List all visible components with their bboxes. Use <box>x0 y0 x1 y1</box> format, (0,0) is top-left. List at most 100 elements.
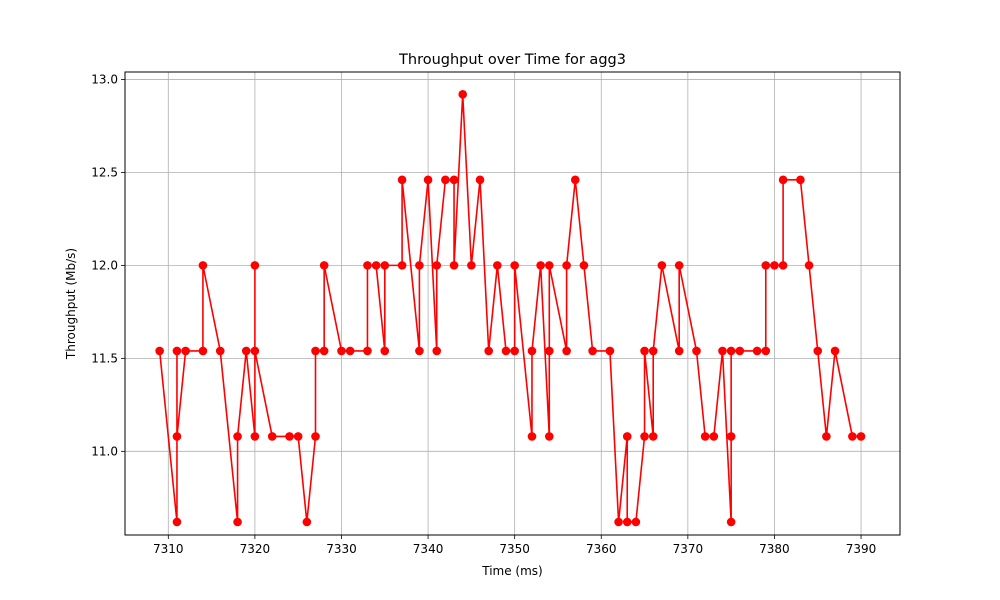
data-point <box>475 175 485 185</box>
data-point <box>718 346 727 356</box>
x-tick-label: 7360 <box>586 542 617 556</box>
data-point <box>501 346 511 356</box>
data-point <box>449 261 459 270</box>
data-point <box>674 346 684 356</box>
data-point <box>813 346 823 356</box>
data-point <box>822 432 831 441</box>
data-point <box>614 517 623 527</box>
data-point <box>441 175 450 185</box>
x-tick-label: 7320 <box>240 542 271 556</box>
data-point <box>371 261 381 270</box>
data-point <box>267 432 277 441</box>
data-point <box>778 175 788 185</box>
data-point <box>172 346 182 356</box>
data-point <box>363 261 372 270</box>
data-point <box>726 517 736 527</box>
data-point <box>622 432 632 441</box>
data-point <box>423 175 433 185</box>
data-point <box>241 346 251 356</box>
data-point <box>778 261 788 270</box>
data-point <box>198 346 208 356</box>
x-tick-label: 7370 <box>673 542 704 556</box>
data-point <box>545 432 554 441</box>
axis-ticks: 7310 7320 7330 7340 7350 7360 7370 7380 7390 11.0… <box>91 72 876 556</box>
x-tick-label: 7310 <box>153 542 184 556</box>
data-point <box>319 346 329 356</box>
data-point <box>319 261 329 270</box>
data-point <box>830 346 840 356</box>
data-point <box>432 346 442 356</box>
data-point <box>761 261 771 270</box>
data-point <box>700 432 710 441</box>
data-point <box>172 517 182 527</box>
data-point <box>545 261 554 270</box>
data-point <box>692 346 701 356</box>
data-point <box>467 261 476 270</box>
data-point <box>605 346 615 356</box>
data-point <box>648 432 658 441</box>
plot-frame <box>124 71 901 536</box>
data-point <box>155 346 164 356</box>
data-point <box>648 346 658 356</box>
series-layer <box>155 90 866 527</box>
x-tick-label: 7350 <box>499 542 530 556</box>
data-point <box>735 346 745 356</box>
data-point <box>311 432 320 441</box>
data-point <box>233 517 242 527</box>
data-point <box>752 346 762 356</box>
data-point <box>527 346 537 356</box>
data-point <box>622 517 632 527</box>
chart-title: Throughput over Time for agg3 <box>398 52 626 68</box>
data-point <box>588 346 597 356</box>
data-point <box>363 346 372 356</box>
data-point <box>233 432 242 441</box>
data-point <box>215 346 225 356</box>
data-point <box>415 346 424 356</box>
x-axis-label: Time (ms) <box>481 564 543 578</box>
data-point <box>527 432 537 441</box>
data-point <box>640 432 649 441</box>
data-point <box>761 346 771 356</box>
data-point <box>415 261 424 270</box>
data-point <box>856 432 866 441</box>
data-point <box>848 432 857 441</box>
data-point <box>631 517 641 527</box>
data-point <box>198 261 208 270</box>
data-point <box>311 346 320 356</box>
y-tick-label: 11.0 <box>91 444 118 458</box>
data-point <box>285 432 294 441</box>
data-point <box>432 261 442 270</box>
data-point <box>493 261 502 270</box>
data-point <box>562 346 571 356</box>
data-point <box>172 432 182 441</box>
y-tick-label: 12.0 <box>91 258 118 272</box>
data-point <box>181 346 190 356</box>
data-point <box>579 261 589 270</box>
y-tick-label: 13.0 <box>91 72 118 86</box>
data-point <box>458 90 468 99</box>
data-point <box>380 261 390 270</box>
data-point <box>570 175 580 185</box>
data-point <box>397 261 407 270</box>
data-point <box>510 346 519 356</box>
data-point <box>640 346 649 356</box>
data-point <box>536 261 545 270</box>
x-tick-label: 7390 <box>846 542 877 556</box>
data-point <box>657 261 667 270</box>
y-tick-label: 12.5 <box>91 165 118 179</box>
data-point <box>796 175 805 185</box>
data-point <box>302 517 312 527</box>
data-point <box>250 346 260 356</box>
data-point <box>293 432 303 441</box>
data-point <box>510 261 519 270</box>
data-point <box>397 175 407 185</box>
x-tick-label: 7330 <box>326 542 357 556</box>
y-axis-label: Throughput (Mb/s) <box>64 248 78 360</box>
data-point <box>726 346 736 356</box>
data-point <box>345 346 355 356</box>
data-point <box>770 261 779 270</box>
data-point <box>484 346 493 356</box>
plot-area <box>125 72 900 535</box>
y-tick-label: 11.5 <box>91 351 118 365</box>
